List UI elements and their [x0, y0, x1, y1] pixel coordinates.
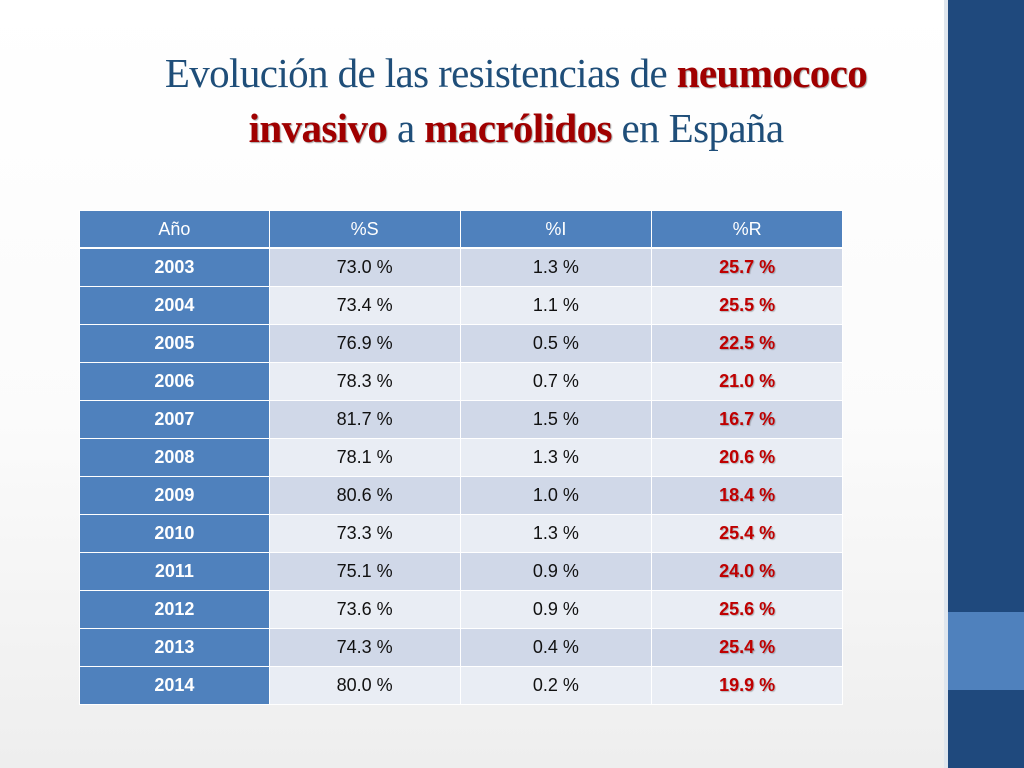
cell-intermediate: 0.5 %: [459, 324, 653, 363]
cell-resistant: 16.7 %: [651, 400, 843, 439]
table-row: 2006 78.3 % 0.7 % 21.0 %: [79, 362, 843, 401]
cell-resistant: 25.4 %: [651, 514, 843, 553]
cell-susceptible: 73.3 %: [268, 514, 461, 553]
cell-resistant: 24.0 %: [651, 552, 843, 591]
cell-susceptible: 81.7 %: [268, 400, 461, 439]
table-row: 2009 80.6 % 1.0 % 18.4 %: [79, 476, 843, 515]
cell-year: 2013: [79, 628, 270, 667]
table-row: 2007 81.7 % 1.5 % 16.7 %: [79, 400, 843, 439]
table-header-row: Año %S %I %R: [79, 210, 843, 249]
cell-resistant: 18.4 %: [651, 476, 843, 515]
cell-year: 2005: [79, 324, 270, 363]
cell-intermediate: 1.1 %: [459, 286, 653, 325]
header-susceptible: %S: [268, 210, 461, 249]
title-part-4: a: [387, 105, 425, 151]
table-row: 2013 74.3 % 0.4 % 25.4 %: [79, 628, 843, 667]
cell-year: 2012: [79, 590, 270, 629]
table-row: 2012 73.6 % 0.9 % 25.6 %: [79, 590, 843, 629]
title-highlight-invasivo: invasivo: [248, 105, 388, 151]
cell-year: 2006: [79, 362, 270, 401]
cell-susceptible: 80.6 %: [268, 476, 461, 515]
cell-susceptible: 74.3 %: [268, 628, 461, 667]
header-resistant: %R: [651, 210, 843, 249]
cell-intermediate: 1.3 %: [459, 438, 653, 477]
cell-intermediate: 1.3 %: [459, 247, 653, 287]
title-part-1: Evolución de las resistencias de: [164, 50, 677, 96]
cell-intermediate: 0.4 %: [459, 628, 653, 667]
cell-intermediate: 0.7 %: [459, 362, 653, 401]
cell-year: 2008: [79, 438, 270, 477]
cell-susceptible: 75.1 %: [268, 552, 461, 591]
cell-resistant: 25.7 %: [651, 247, 843, 287]
cell-intermediate: 1.5 %: [459, 400, 653, 439]
cell-intermediate: 1.0 %: [459, 476, 653, 515]
cell-resistant: 19.9 %: [651, 666, 843, 705]
table-row: 2014 80.0 % 0.2 % 19.9 %: [79, 666, 843, 705]
cell-intermediate: 0.9 %: [459, 552, 653, 591]
header-intermediate: %I: [459, 210, 653, 249]
cell-year: 2011: [79, 552, 270, 591]
cell-resistant: 25.6 %: [651, 590, 843, 629]
title-highlight-macrolidos: macrólidos: [424, 105, 612, 151]
table-row: 2003 73.0 % 1.3 % 25.7 %: [79, 247, 843, 287]
table-row: 2005 76.9 % 0.5 % 22.5 %: [79, 324, 843, 363]
table-row: 2008 78.1 % 1.3 % 20.6 %: [79, 438, 843, 477]
cell-resistant: 25.4 %: [651, 628, 843, 667]
resistance-table: Año %S %I %R 2003 73.0 % 1.3 % 25.7 % 20…: [79, 210, 843, 705]
table-row: 2004 73.4 % 1.1 % 25.5 %: [79, 286, 843, 325]
cell-year: 2014: [79, 666, 270, 705]
cell-susceptible: 73.0 %: [268, 247, 461, 287]
cell-intermediate: 1.3 %: [459, 514, 653, 553]
table-row: 2011 75.1 % 0.9 % 24.0 %: [79, 552, 843, 591]
cell-susceptible: 76.9 %: [268, 324, 461, 363]
title-part-6: en España: [611, 105, 784, 151]
header-year: Año: [79, 210, 270, 249]
slide-title: Evolución de las resistencias de neumoco…: [40, 46, 992, 156]
cell-intermediate: 0.9 %: [459, 590, 653, 629]
cell-susceptible: 73.4 %: [268, 286, 461, 325]
table-row: 2010 73.3 % 1.3 % 25.4 %: [79, 514, 843, 553]
cell-year: 2007: [79, 400, 270, 439]
cell-year: 2010: [79, 514, 270, 553]
cell-resistant: 21.0 %: [651, 362, 843, 401]
side-band-top: [948, 0, 1024, 612]
cell-resistant: 25.5 %: [651, 286, 843, 325]
cell-intermediate: 0.2 %: [459, 666, 653, 705]
cell-susceptible: 78.1 %: [268, 438, 461, 477]
cell-year: 2009: [79, 476, 270, 515]
cell-year: 2004: [79, 286, 270, 325]
cell-susceptible: 80.0 %: [268, 666, 461, 705]
side-band-bottom: [948, 690, 1024, 768]
cell-resistant: 20.6 %: [651, 438, 843, 477]
cell-resistant: 22.5 %: [651, 324, 843, 363]
cell-susceptible: 73.6 %: [268, 590, 461, 629]
cell-year: 2003: [79, 247, 270, 287]
cell-susceptible: 78.3 %: [268, 362, 461, 401]
title-highlight-neumococo: neumococo: [676, 50, 868, 96]
side-band-middle: [948, 612, 1024, 690]
side-band-edge: [944, 0, 948, 768]
